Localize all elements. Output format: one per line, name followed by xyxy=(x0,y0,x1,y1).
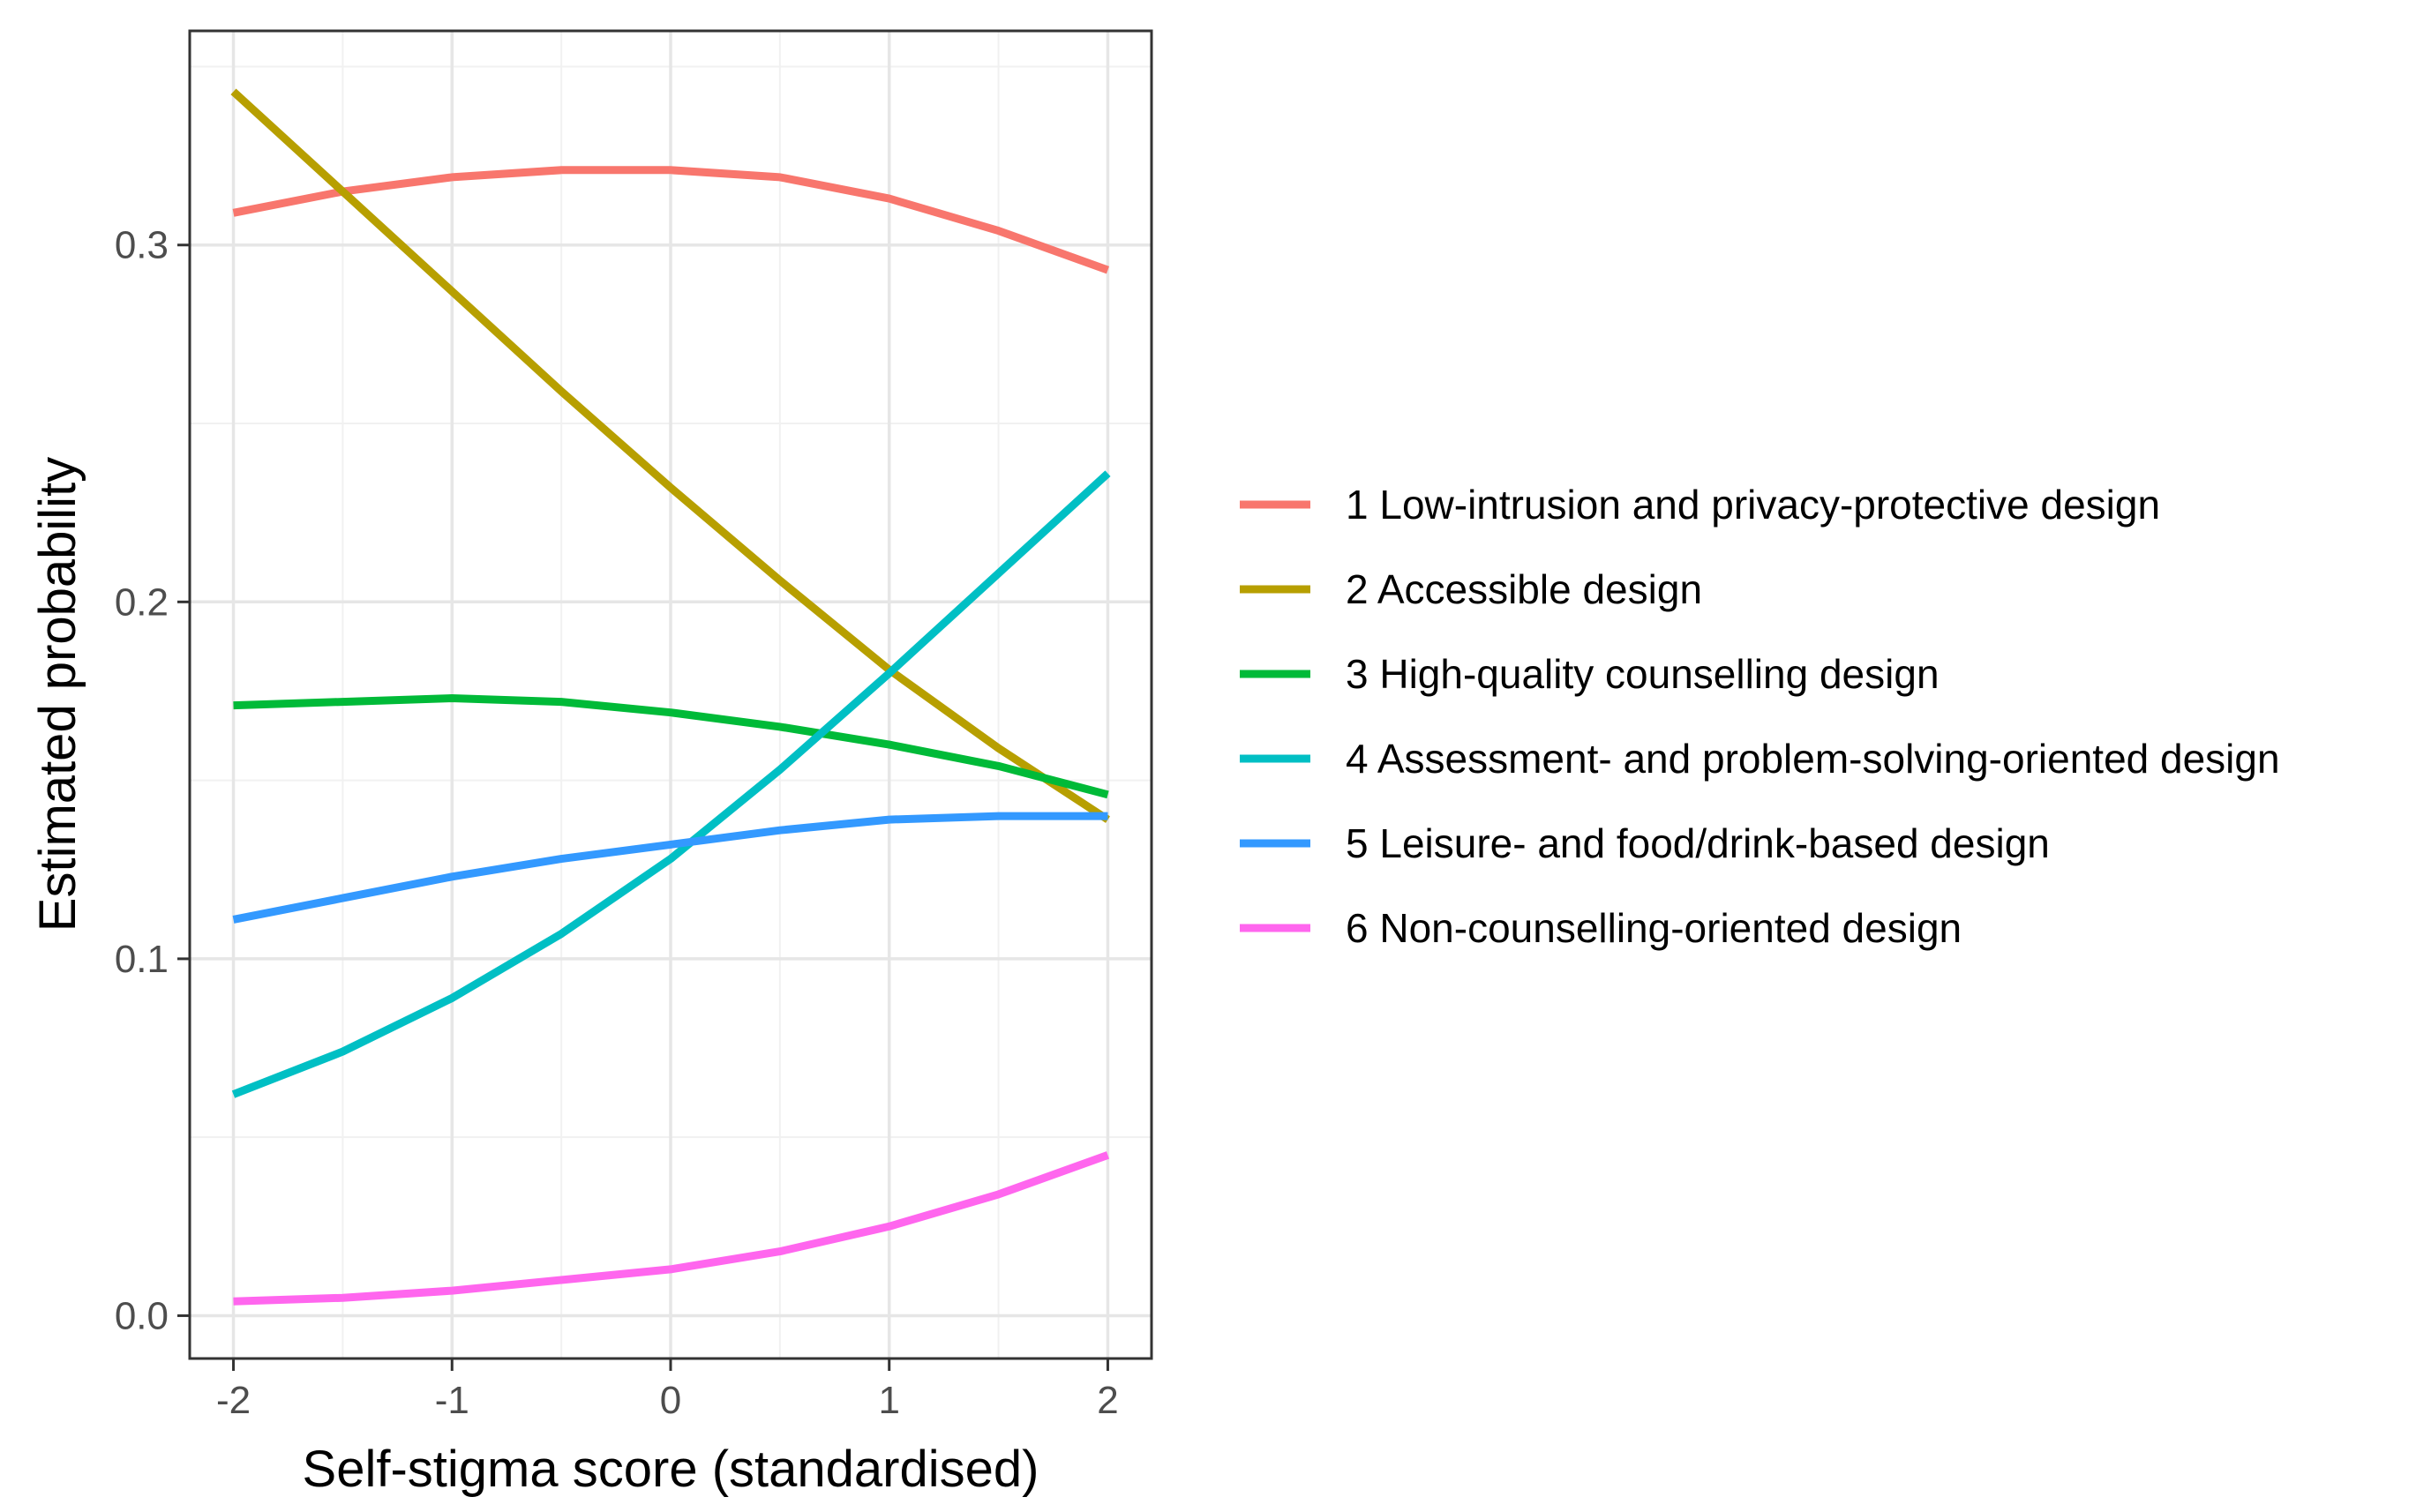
series-layer xyxy=(230,88,1111,1306)
x-tick-label: 2 xyxy=(1097,1379,1118,1422)
x-tick-label: 1 xyxy=(878,1379,899,1422)
x-tick-label: 0 xyxy=(660,1379,681,1422)
legend-label-2: 2 Accessible design xyxy=(1346,566,1702,612)
series-line-5 xyxy=(232,812,1108,924)
y-axis-title: Estimated probability xyxy=(29,457,86,932)
series-line-1 xyxy=(232,166,1110,274)
legend: 1 Low-intrusion and privacy-protective d… xyxy=(1240,482,2280,951)
x-axis-title: Self-stigma score (standardised) xyxy=(303,1441,1039,1498)
axis-layer: -2 -1 0 1 2 0.0 0.1 0.2 0.3 xyxy=(115,224,1119,1422)
y-tick-label: 0.0 xyxy=(115,1294,169,1337)
legend-label-4: 4 Assessment- and problem-solving-orient… xyxy=(1346,736,2280,782)
legend-label-5: 5 Leisure- and food/drink-based design xyxy=(1346,820,2050,866)
legend-label-3: 3 High-quality counselling design xyxy=(1346,651,1940,697)
series-line-4 xyxy=(231,470,1111,1098)
y-tick-label: 0.1 xyxy=(115,938,169,981)
y-tick-label: 0.2 xyxy=(115,580,169,624)
series-line-6 xyxy=(233,1151,1110,1306)
series-line-3 xyxy=(233,694,1109,799)
x-tick-label: -1 xyxy=(435,1379,469,1422)
legend-label-6: 6 Non-counselling-oriented design xyxy=(1346,905,1962,951)
x-tick-label: -2 xyxy=(216,1379,251,1422)
y-tick-label: 0.3 xyxy=(115,224,169,267)
series-line-2 xyxy=(230,88,1110,823)
legend-label-1: 1 Low-intrusion and privacy-protective d… xyxy=(1346,482,2160,528)
